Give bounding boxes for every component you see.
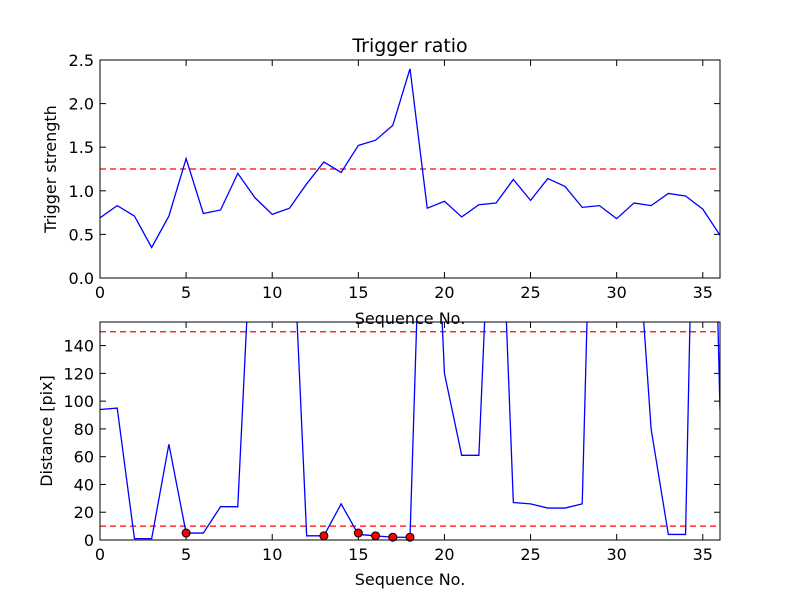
- series-line: [100, 68, 720, 249]
- distance-panel: Sequence No. Distance [pix] 0 5 10 15 20 25 30…: [37, 321, 721, 589]
- y-tick-label: 20: [74, 503, 94, 522]
- y-tick-label: 120: [63, 364, 94, 383]
- series-group: [100, 68, 720, 249]
- trigger-ratio-panel: Trigger ratio Sequence No. Trigger stren…: [41, 35, 721, 328]
- tick-group: 0 5 10 15 20 25 30 35 0.0 0.5 1.0 1.5 2.0 2.5: [69, 51, 720, 302]
- y-tick-label: 100: [63, 392, 94, 411]
- x-tick-label: 25: [520, 545, 540, 564]
- axes-frame: [99, 59, 721, 279]
- y-tick-label: 0.0: [69, 269, 94, 288]
- y-axis-label: Distance [pix]: [37, 375, 56, 487]
- x-tick-label: 20: [434, 283, 454, 302]
- x-tick-label: 35: [693, 283, 713, 302]
- y-tick-label: 0: [84, 531, 94, 550]
- y-tick-label: 2.5: [69, 51, 94, 70]
- data-point-marker: [388, 532, 398, 542]
- y-axis-label: Trigger strength: [41, 105, 60, 234]
- data-point-marker: [371, 531, 381, 541]
- x-tick-label: 10: [262, 545, 282, 564]
- y-tick-label: 60: [74, 448, 94, 467]
- x-tick-label: 20: [434, 545, 454, 564]
- y-tick-label: 40: [74, 475, 94, 494]
- x-axis-label: Sequence No.: [355, 570, 466, 589]
- y-tick-label: 80: [74, 420, 94, 439]
- x-tick-label: 25: [520, 283, 540, 302]
- data-point-marker: [319, 531, 329, 541]
- x-axis-label: Sequence No.: [355, 309, 466, 328]
- x-tick-label: 15: [348, 545, 368, 564]
- y-tick-label: 1.5: [69, 138, 94, 157]
- data-point-marker: [405, 532, 415, 542]
- x-tick-label: 10: [262, 283, 282, 302]
- x-tick-label: 15: [348, 283, 368, 302]
- axes-frame: [99, 321, 721, 541]
- y-tick-label: 2.0: [69, 95, 94, 114]
- x-tick-label: 0: [95, 545, 105, 564]
- y-tick-label: 140: [63, 337, 94, 356]
- y-tick-label: 1.0: [69, 182, 94, 201]
- chart-title: Trigger ratio: [351, 35, 467, 57]
- x-tick-label: 0: [95, 283, 105, 302]
- data-point-marker: [181, 528, 191, 538]
- x-tick-label: 5: [181, 545, 191, 564]
- y-tick-label: 0.5: [69, 225, 94, 244]
- marker-group: [181, 528, 415, 542]
- x-tick-label: 35: [693, 545, 713, 564]
- x-tick-label: 5: [181, 283, 191, 302]
- data-point-marker: [353, 528, 363, 538]
- x-tick-label: 30: [606, 283, 626, 302]
- x-tick-label: 30: [606, 545, 626, 564]
- tick-group: 0 5 10 15 20 25 30 35 0 20 40 60 80 100 120 140: [63, 322, 720, 564]
